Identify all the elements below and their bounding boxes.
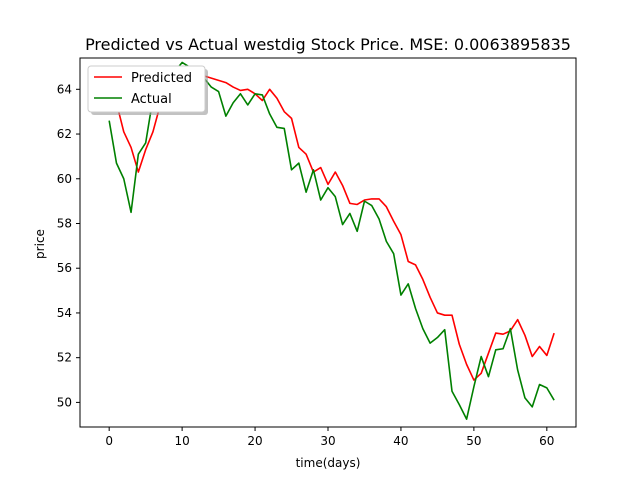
x-tick-label: 60 bbox=[539, 434, 554, 448]
x-tick-label: 20 bbox=[247, 434, 262, 448]
x-tick-label: 30 bbox=[320, 434, 335, 448]
x-tick-label: 50 bbox=[466, 434, 481, 448]
y-tick-label: 50 bbox=[57, 395, 72, 409]
x-axis-label: time(days) bbox=[296, 456, 361, 470]
y-tick-label: 54 bbox=[57, 306, 72, 320]
legend-label-predicted: Predicted bbox=[131, 71, 192, 86]
plot-area: 0 10 20 30 40 50 60 50 52 54 56 58 60 62 64 Predicted Ac… bbox=[57, 57, 577, 448]
y-tick-label: 56 bbox=[57, 261, 72, 275]
legend-label-actual: Actual bbox=[131, 92, 172, 107]
chart-title: Predicted vs Actual westdig Stock Price.… bbox=[85, 35, 571, 54]
x-tick-label: 40 bbox=[393, 434, 408, 448]
y-tick-label: 58 bbox=[57, 216, 72, 230]
y-axis-label: price bbox=[33, 229, 47, 259]
y-tick-label: 62 bbox=[57, 127, 72, 141]
y-tick-label: 64 bbox=[57, 82, 72, 96]
y-tick-label: 52 bbox=[57, 351, 72, 365]
x-tick-label: 10 bbox=[174, 434, 189, 448]
series-line-actual bbox=[108, 61, 555, 420]
y-tick-label: 60 bbox=[57, 172, 72, 186]
x-tick-label: 0 bbox=[105, 434, 113, 448]
